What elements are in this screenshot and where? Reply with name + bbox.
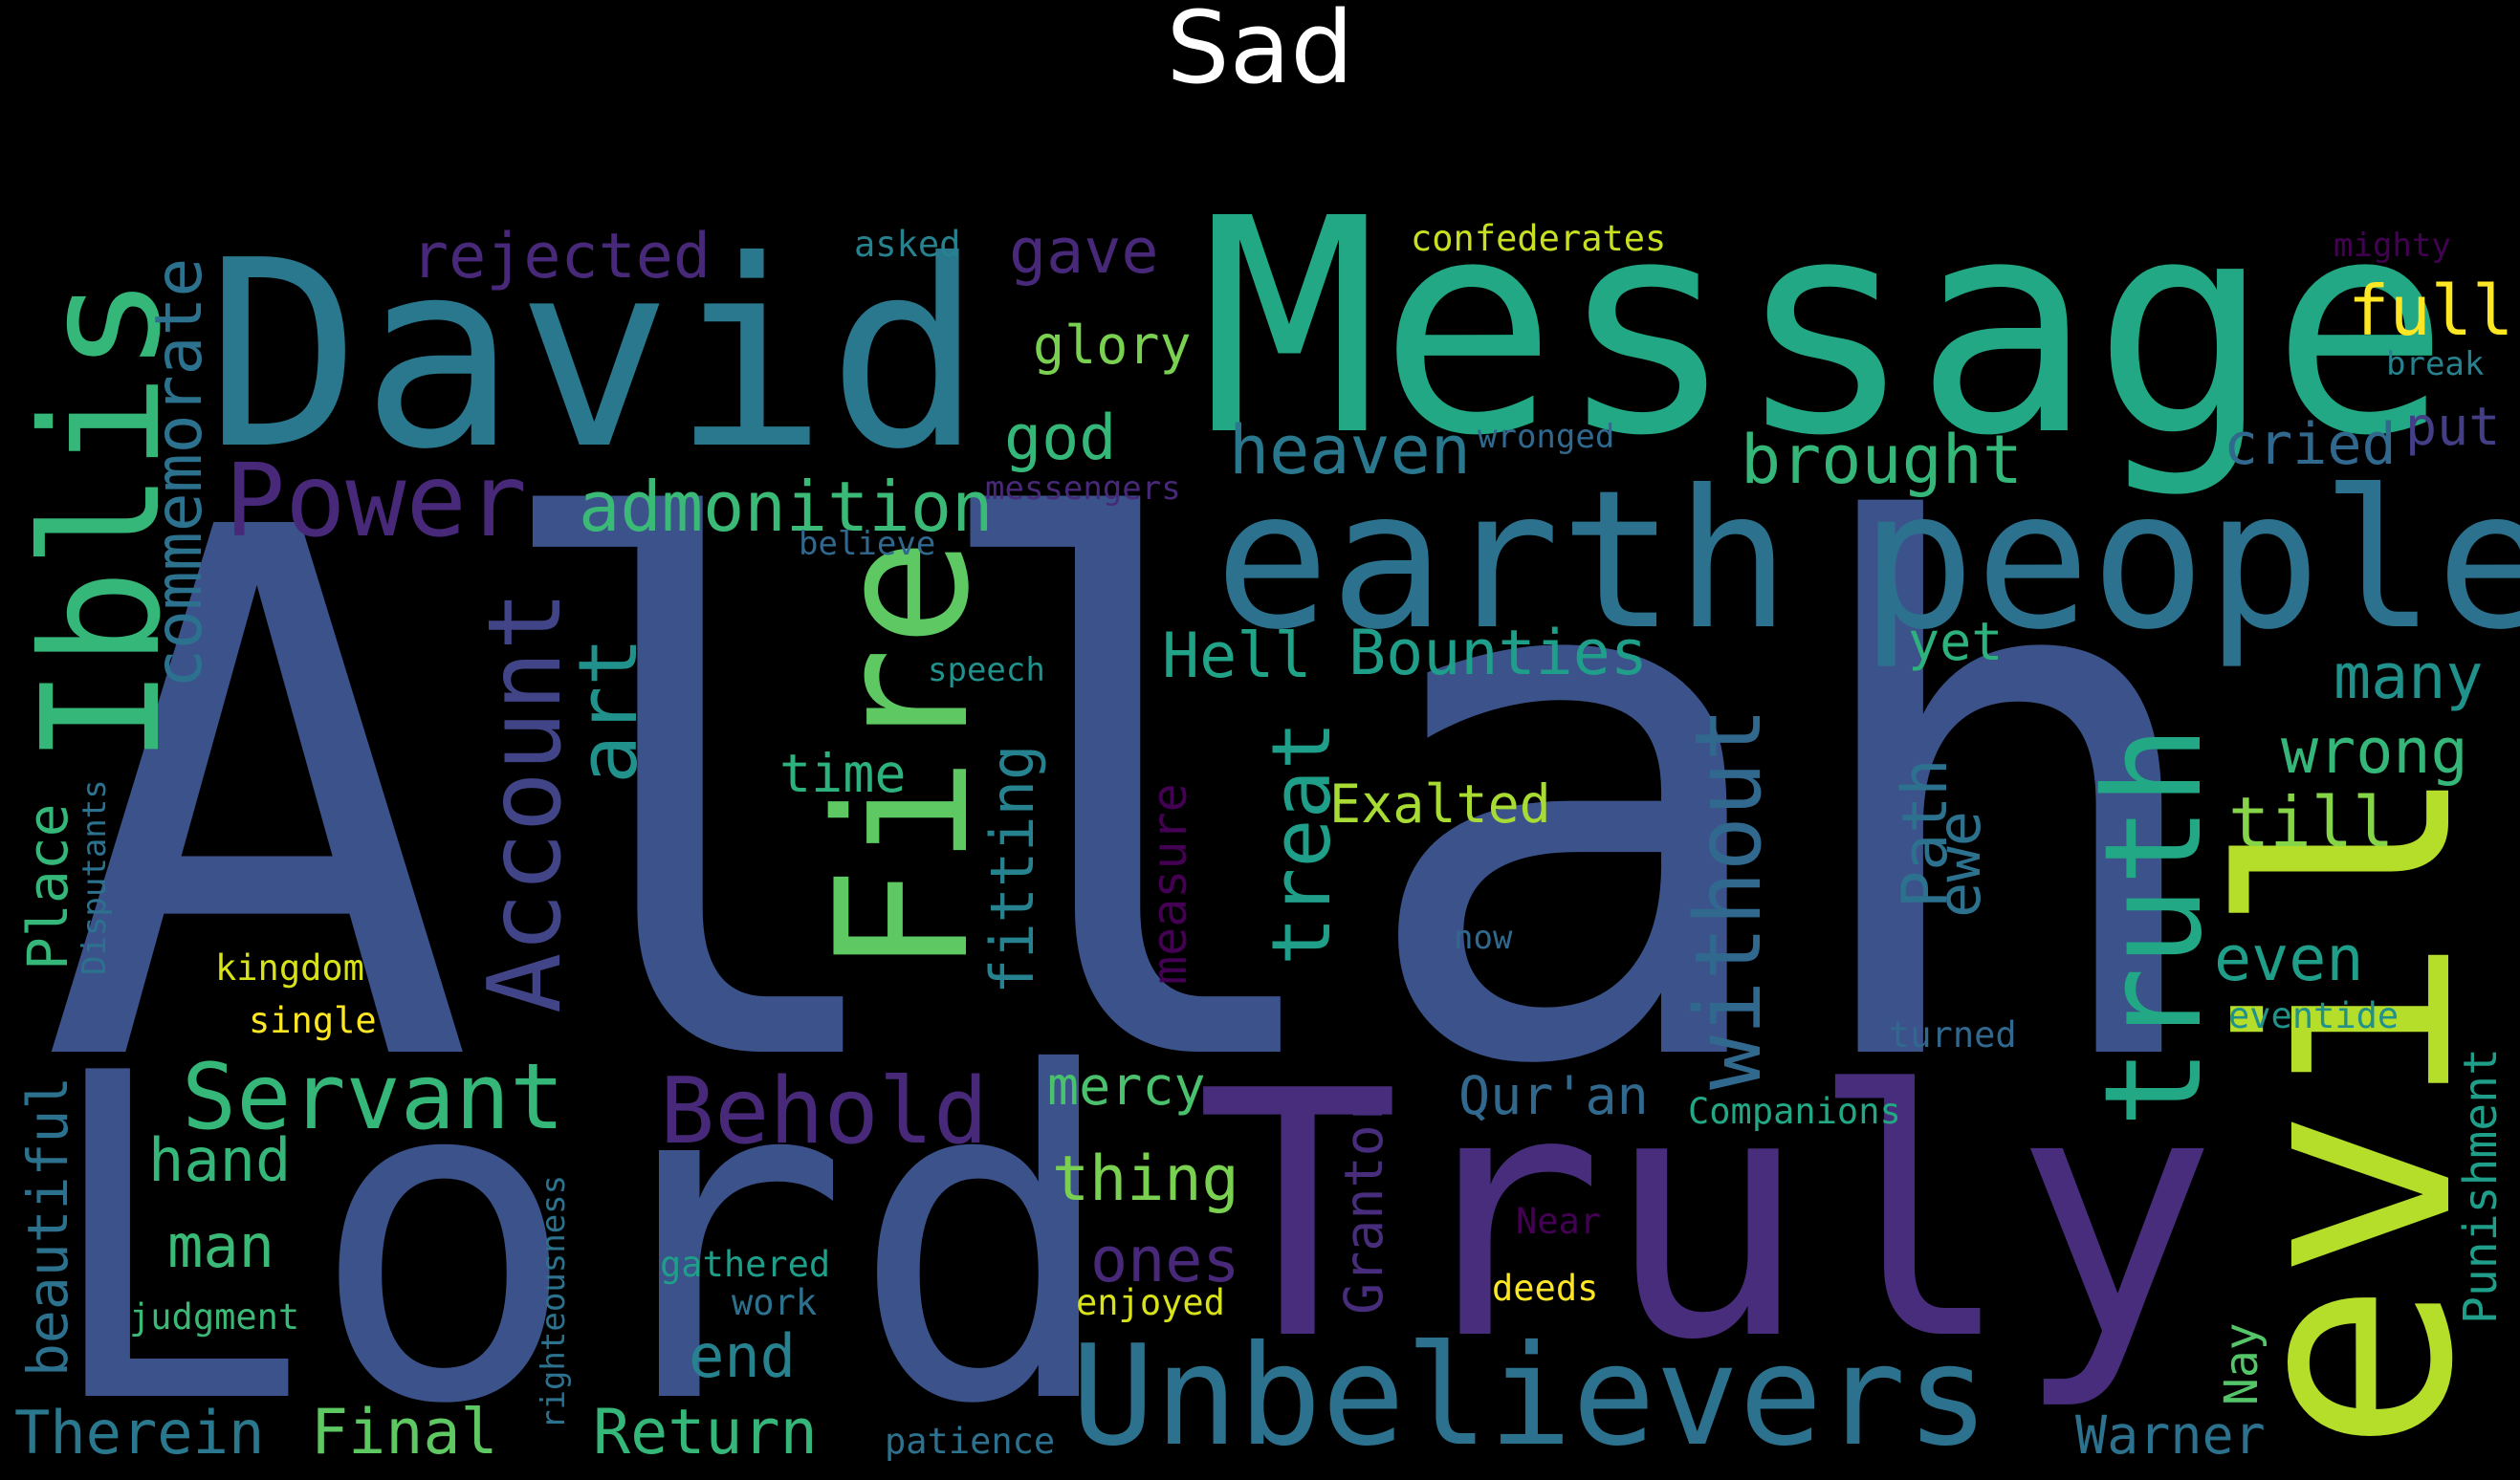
word-allah: Allah bbox=[38, 379, 2226, 1224]
word-put: put bbox=[2405, 396, 2500, 457]
word-even: even bbox=[2214, 924, 2364, 995]
word-ewe: ewe bbox=[1924, 811, 1994, 918]
word-rejected: rejected bbox=[411, 221, 711, 293]
word-mercy: mercy bbox=[1047, 1056, 1206, 1117]
word-wronged: wronged bbox=[1478, 418, 1614, 456]
word-grantor: Grantor bbox=[1333, 1093, 1394, 1315]
word-place: Place bbox=[15, 803, 80, 970]
word-beautiful: beautiful bbox=[15, 1077, 80, 1377]
word-admonition: admonition bbox=[579, 467, 993, 547]
word-kingdom: kingdom bbox=[215, 947, 364, 989]
word-bounties: Bounties bbox=[1348, 618, 1648, 689]
word-full: full bbox=[2348, 271, 2513, 351]
word-ones: ones bbox=[1090, 1225, 1240, 1296]
word-return: Return bbox=[593, 1397, 818, 1469]
word-turned: turned bbox=[1889, 1014, 2017, 1056]
word-gathered: gathered bbox=[660, 1244, 830, 1285]
word-enjoyed: enjoyed bbox=[1076, 1282, 1225, 1323]
word-now: now bbox=[1454, 919, 1513, 957]
word-cried: cried bbox=[2224, 411, 2397, 478]
word-truth: truth bbox=[2076, 726, 2232, 1128]
word-judgment: judgment bbox=[129, 1296, 299, 1338]
word-near: Near bbox=[1516, 1201, 1601, 1242]
word-final: Final bbox=[311, 1397, 498, 1469]
word-break: break bbox=[2386, 345, 2484, 383]
word-warner: Warner bbox=[2075, 1404, 2266, 1466]
word-commemorate: commemorate bbox=[142, 258, 217, 688]
word-single: single bbox=[249, 1000, 377, 1041]
word-brought: brought bbox=[1741, 421, 2023, 499]
word-nay: Nay bbox=[2215, 1322, 2268, 1405]
word-work: work bbox=[732, 1282, 817, 1323]
word-patience: patience bbox=[885, 1421, 1055, 1462]
word-david: David bbox=[206, 205, 983, 506]
word-lord: Lord bbox=[38, 979, 1121, 1480]
word-unbelievers: Unbelievers bbox=[1071, 1316, 1989, 1477]
word-treat: treat bbox=[1255, 721, 1349, 966]
word-many: many bbox=[2334, 642, 2484, 713]
word-yet: yet bbox=[1908, 611, 2003, 672]
word-companions: Companions bbox=[1688, 1091, 1901, 1132]
word-measure: measure bbox=[1142, 783, 1197, 985]
word-art: art bbox=[561, 637, 656, 784]
word-glory: glory bbox=[1033, 315, 1192, 376]
word-power: Power bbox=[225, 443, 527, 559]
word-hell: Hell bbox=[1162, 620, 1312, 692]
word-deeds: deeds bbox=[1492, 1268, 1598, 1309]
word-man: man bbox=[167, 1211, 274, 1281]
word-message: Message bbox=[1200, 156, 2449, 501]
word-wrong: wrong bbox=[2281, 716, 2468, 788]
word-qur-an: Qur'an bbox=[1458, 1065, 1649, 1126]
word-gave: gave bbox=[1009, 216, 1159, 288]
word-exalted: Exalted bbox=[1329, 773, 1551, 835]
word-people: people bbox=[1860, 449, 2520, 672]
word-believe: believe bbox=[799, 525, 935, 563]
word-asked: asked bbox=[854, 224, 960, 265]
word-punishment: Punishment bbox=[2454, 1048, 2508, 1324]
word-servant: Servant bbox=[182, 1045, 564, 1150]
word-righteousness: righteousness bbox=[535, 1175, 573, 1429]
word-eventide: eventide bbox=[2228, 995, 2399, 1036]
word-evil: evil bbox=[2182, 763, 2516, 1453]
word-without: without bbox=[1676, 707, 1782, 1090]
word-therein: Therein bbox=[14, 1398, 264, 1468]
word-mighty: mighty bbox=[2334, 227, 2451, 265]
word-heaven: heaven bbox=[1229, 411, 1471, 490]
word-truly: Truly bbox=[1195, 1018, 2218, 1414]
word-thing: thing bbox=[1052, 1143, 1239, 1215]
word-fire: Fire bbox=[798, 537, 1009, 975]
word-disputants: Disputants bbox=[76, 779, 114, 975]
word-iblis: Iblis bbox=[8, 275, 197, 765]
word-speech: speech bbox=[928, 651, 1045, 689]
word-god: god bbox=[1004, 403, 1116, 474]
word-messengers: messengers bbox=[985, 469, 1181, 508]
word-till: till bbox=[2228, 782, 2394, 862]
chart-title: Sad bbox=[1166, 0, 1354, 106]
word-time: time bbox=[779, 743, 906, 804]
word-account: Account bbox=[467, 590, 583, 1013]
word-behold: Behold bbox=[660, 1059, 988, 1164]
word-confederates: confederates bbox=[1411, 218, 1666, 259]
word-fitting: fitting bbox=[977, 745, 1047, 994]
word-path: Path bbox=[1890, 758, 1961, 908]
word-earth: earth bbox=[1215, 449, 1790, 672]
word-hand: hand bbox=[148, 1125, 291, 1195]
word-end: end bbox=[689, 1321, 796, 1391]
